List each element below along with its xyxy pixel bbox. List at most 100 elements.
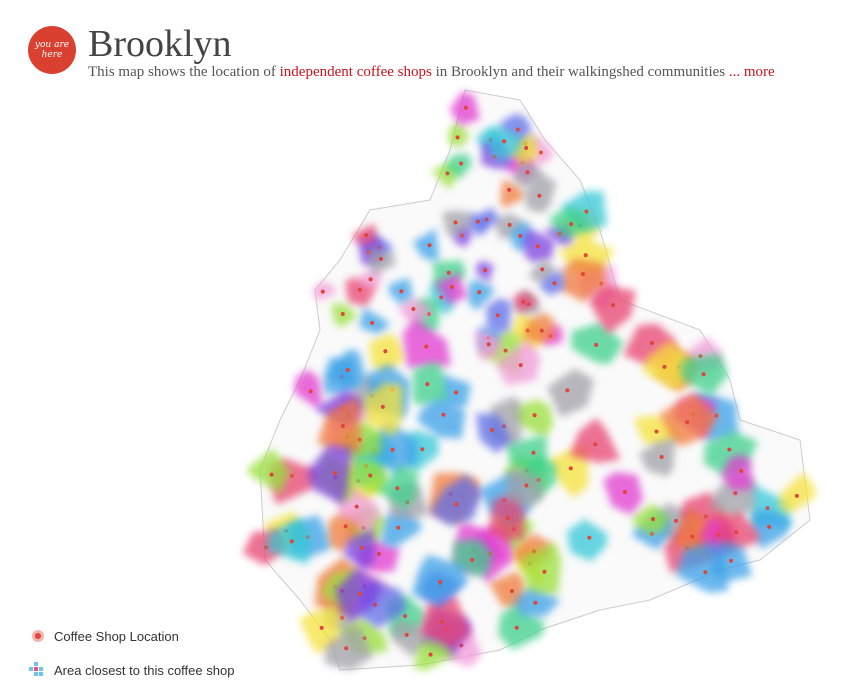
coffee-shop[interactable] <box>502 139 507 144</box>
coffee-shop[interactable] <box>308 389 313 394</box>
coffee-shop[interactable] <box>383 349 388 354</box>
coffee-shop[interactable] <box>552 281 557 286</box>
coffee-shop[interactable] <box>767 524 772 529</box>
coffee-shop[interactable] <box>507 187 512 192</box>
coffee-shop[interactable] <box>424 344 429 349</box>
coffee-shop[interactable] <box>580 272 585 277</box>
coffee-shop[interactable] <box>475 219 480 224</box>
coffee-shop[interactable] <box>427 243 432 248</box>
coffee-shop[interactable] <box>728 558 733 563</box>
coffee-shop[interactable] <box>649 340 654 345</box>
coffee-shop[interactable] <box>470 557 475 562</box>
coffee-shop[interactable] <box>505 516 510 521</box>
coffee-shop[interactable] <box>659 454 664 459</box>
coffee-shop[interactable] <box>538 150 543 155</box>
coffee-shop[interactable] <box>441 412 446 417</box>
coffee-shop[interactable] <box>654 429 659 434</box>
coffee-shop[interactable] <box>569 221 574 226</box>
coffee-shop[interactable] <box>420 447 425 452</box>
coffee-shop[interactable] <box>366 250 371 255</box>
coffee-shop[interactable] <box>733 491 738 496</box>
coffee-shop[interactable] <box>289 539 294 544</box>
coffee-shop[interactable] <box>449 284 454 289</box>
coffee-shop[interactable] <box>339 615 344 620</box>
coffee-shop[interactable] <box>343 524 348 529</box>
coffee-shop[interactable] <box>370 320 375 325</box>
coffee-shop[interactable] <box>354 504 359 509</box>
coffee-shop[interactable] <box>727 447 732 452</box>
coffee-shop[interactable] <box>565 388 570 393</box>
coffee-shop[interactable] <box>454 502 459 507</box>
coffee-shop[interactable] <box>518 363 523 368</box>
coffee-shop[interactable] <box>332 471 337 476</box>
coffee-shop[interactable] <box>540 267 545 272</box>
coffee-shop[interactable] <box>521 299 526 304</box>
coffee-shop[interactable] <box>439 619 444 624</box>
coffee-shop[interactable] <box>503 348 508 353</box>
coffee-shop[interactable] <box>344 646 349 651</box>
coffee-shop[interactable] <box>463 105 468 110</box>
coffee-shop[interactable] <box>395 486 400 491</box>
coffee-shop[interactable] <box>459 161 464 166</box>
coffee-shop[interactable] <box>396 525 401 530</box>
coffee-shop[interactable] <box>425 382 430 387</box>
coffee-shop[interactable] <box>542 569 547 574</box>
coffee-shop[interactable] <box>703 514 708 519</box>
coffee-shop[interactable] <box>320 289 325 294</box>
coffee-shop[interactable] <box>593 442 598 447</box>
description-link[interactable]: independent coffee shops <box>279 64 432 80</box>
coffee-shop[interactable] <box>507 222 512 227</box>
coffee-shop[interactable] <box>477 290 482 295</box>
coffee-shop[interactable] <box>685 420 690 425</box>
coffee-shop[interactable] <box>690 534 695 539</box>
coffee-shop[interactable] <box>378 256 383 261</box>
coffee-shop[interactable] <box>438 579 443 584</box>
coffee-shop[interactable] <box>514 625 519 630</box>
coffee-shop[interactable] <box>489 427 494 432</box>
coffee-shop[interactable] <box>525 170 530 175</box>
coffee-shop[interactable] <box>537 193 542 198</box>
coffee-shop[interactable] <box>531 450 536 455</box>
coffee-shop[interactable] <box>611 302 616 307</box>
coffee-shop[interactable] <box>380 404 385 409</box>
logo[interactable]: you are here <box>28 26 76 74</box>
coffee-shop[interactable] <box>486 342 491 347</box>
coffee-shop[interactable] <box>518 233 523 238</box>
coffee-shop[interactable] <box>357 287 362 292</box>
coffee-shop[interactable] <box>739 469 744 474</box>
coffee-shop[interactable] <box>340 423 345 428</box>
coffee-shop[interactable] <box>524 483 529 488</box>
coffee-shop[interactable] <box>360 545 365 550</box>
coffee-shop[interactable] <box>495 313 500 318</box>
coffee-shop[interactable] <box>411 306 416 311</box>
coffee-shop[interactable] <box>703 570 708 575</box>
coffee-shop[interactable] <box>453 220 458 225</box>
coffee-shop[interactable] <box>269 472 274 477</box>
coffee-shop[interactable] <box>446 270 451 275</box>
coffee-shop[interactable] <box>376 551 381 556</box>
coffee-shop[interactable] <box>345 368 350 373</box>
coffee-shop[interactable] <box>794 493 799 498</box>
coffee-shop[interactable] <box>539 328 544 333</box>
coffee-shop[interactable] <box>650 517 655 522</box>
coffee-shop[interactable] <box>662 364 667 369</box>
coffee-shop[interactable] <box>403 614 408 619</box>
coffee-shop[interactable] <box>319 625 324 630</box>
coffee-shop[interactable] <box>533 600 538 605</box>
coffee-shop[interactable] <box>445 171 450 176</box>
coffee-shop[interactable] <box>568 466 573 471</box>
coffee-shop[interactable] <box>509 589 514 594</box>
coffee-shop[interactable] <box>622 490 627 495</box>
coffee-shop[interactable] <box>587 535 592 540</box>
coffee-shop[interactable] <box>289 473 294 478</box>
coffee-shop[interactable] <box>368 473 373 478</box>
coffee-shop[interactable] <box>455 135 460 140</box>
coffee-shop[interactable] <box>439 295 444 300</box>
coffee-shop[interactable] <box>459 233 464 238</box>
coffee-shop[interactable] <box>404 632 409 637</box>
coffee-shop[interactable] <box>483 268 488 273</box>
coffee-shop[interactable] <box>368 277 373 282</box>
coffee-shop[interactable] <box>399 289 404 294</box>
coffee-shop[interactable] <box>524 146 529 151</box>
coffee-shop[interactable] <box>453 390 458 395</box>
